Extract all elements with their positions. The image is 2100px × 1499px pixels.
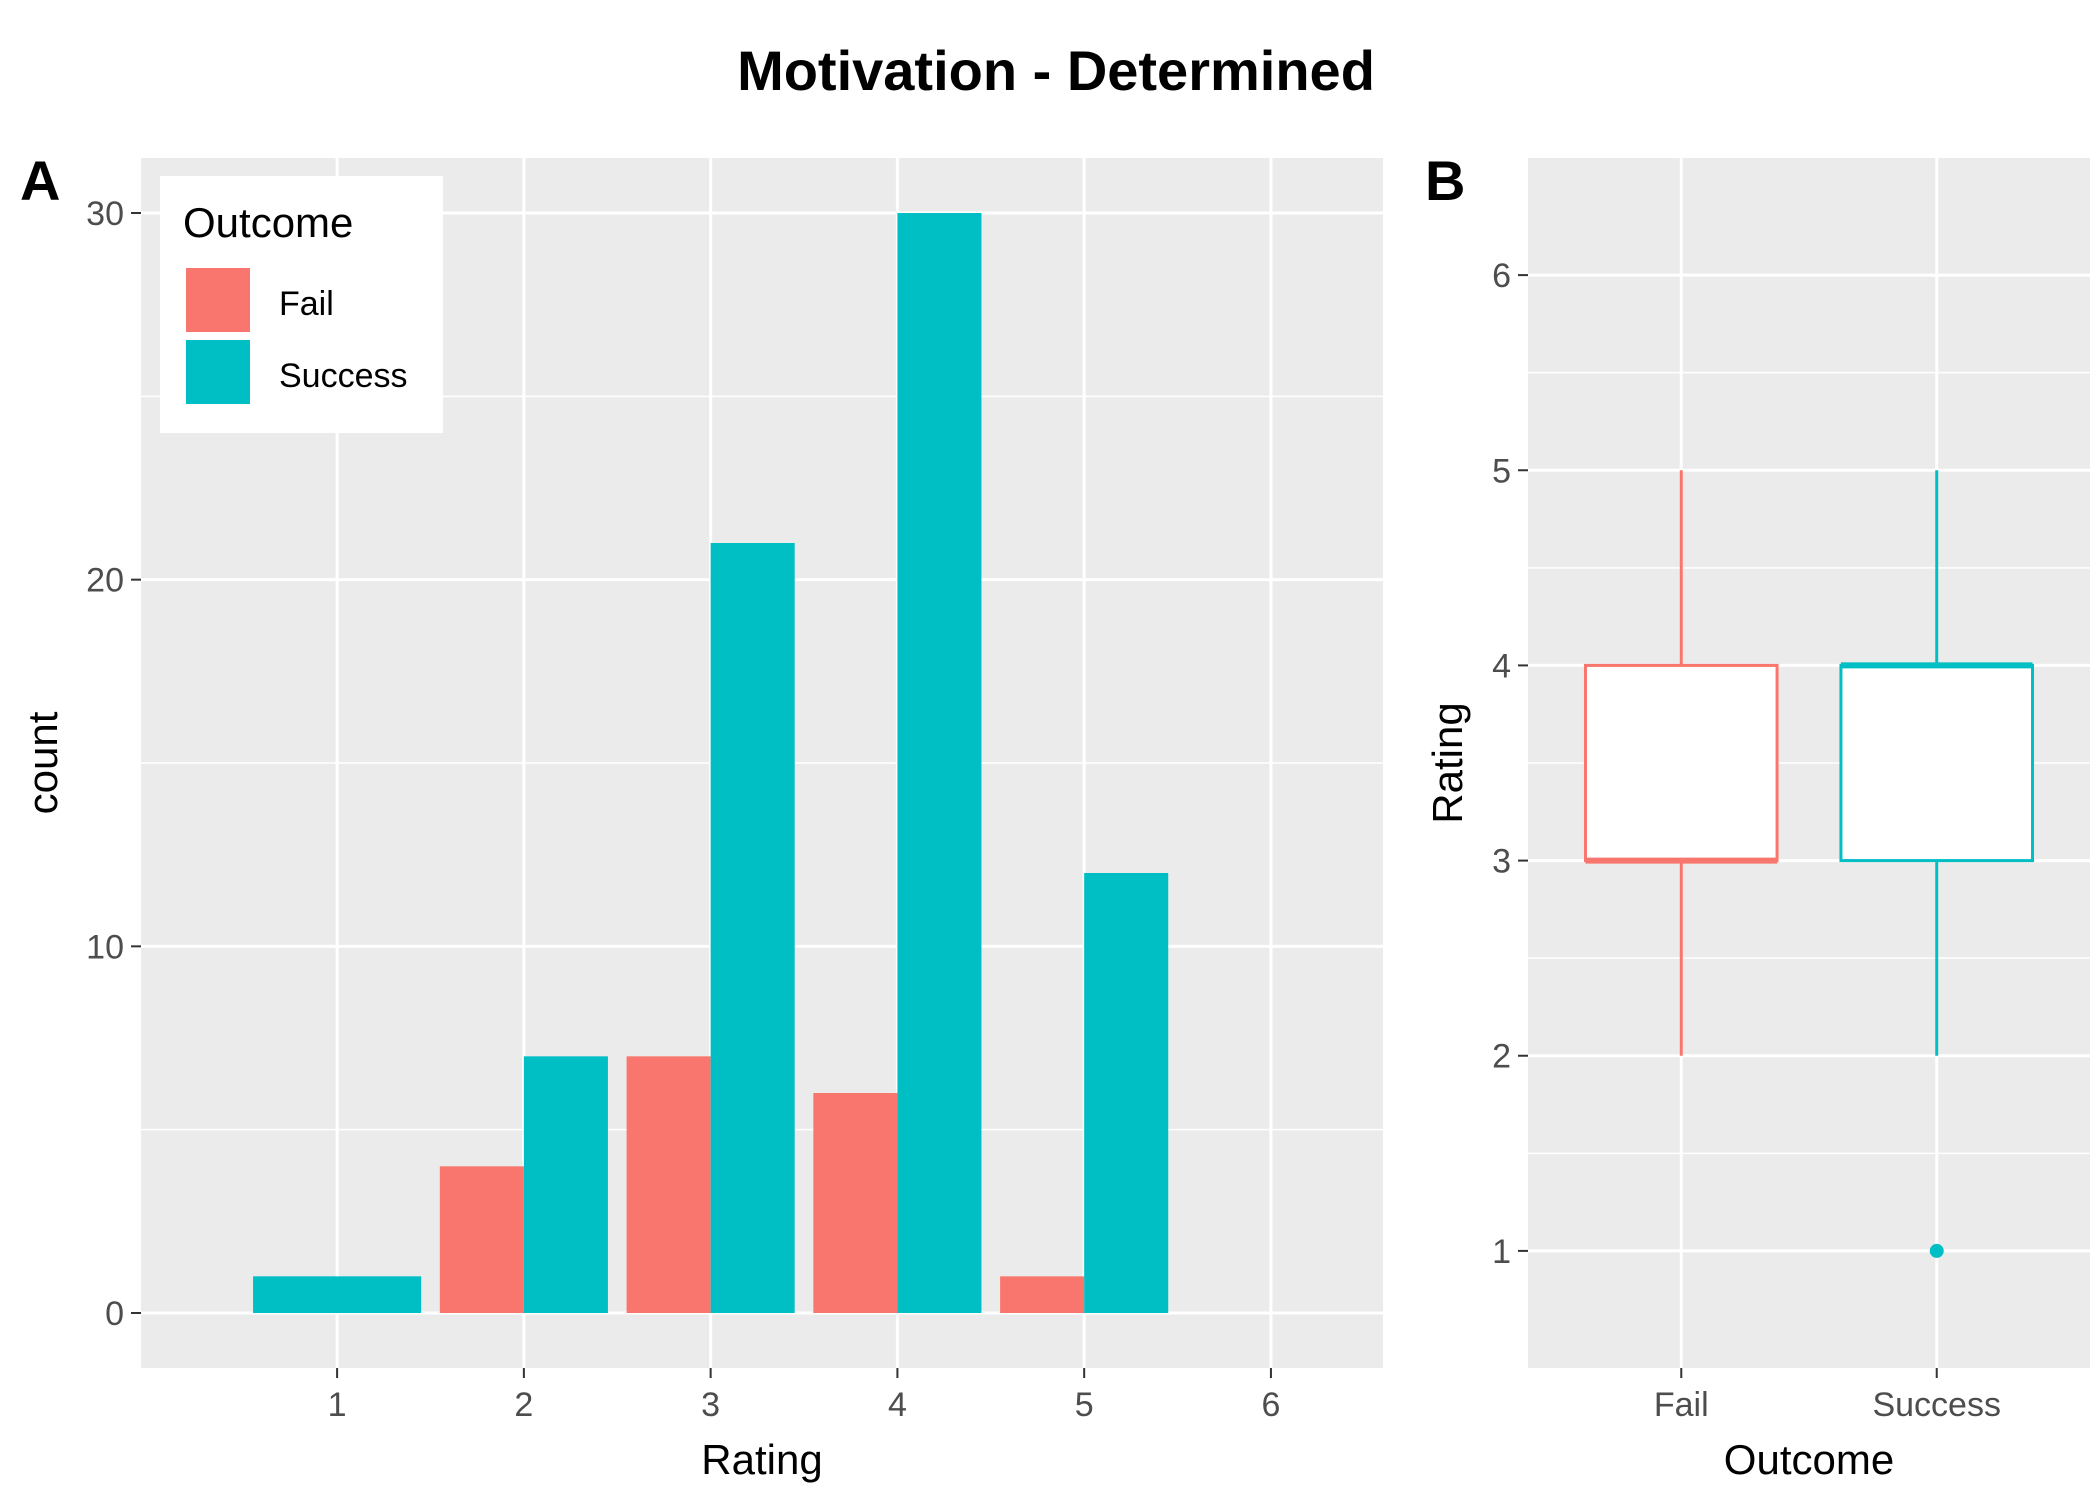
legend-key-success [186,340,250,404]
y-tick-label: 6 [1492,257,1511,295]
figure-title: Motivation - Determined [737,39,1375,102]
y-tick-label: 10 [86,928,124,966]
panel-b-boxes [1583,470,2035,1258]
x-tick-label: 3 [701,1386,720,1424]
x-tick-label: 2 [514,1386,533,1424]
y-tick-label: 30 [86,195,124,233]
panel-b-x-axis: Fail Success [1654,1368,2001,1424]
panel-a-y-axis-label: count [19,711,66,814]
legend-label-success: Success [279,357,408,395]
panel-a-bar-chart: A 1 2 3 4 5 6 0 10 20 30 Rating count Outcome Fa… [19,149,1383,1483]
panel-a-bars [253,213,1169,1313]
panel-b-y-axis: 1 2 3 4 5 6 [1492,257,1528,1271]
legend-key-fail [186,268,250,332]
panel-b-y-axis-label: Rating [1424,702,1471,823]
x-tick-label: 6 [1261,1386,1280,1424]
legend-label-fail: Fail [279,285,334,323]
legend: Outcome Fail Success [160,176,443,433]
y-tick-label: 2 [1492,1038,1511,1076]
y-tick-label: 20 [86,562,124,600]
bar-fail-rating-3 [626,1056,711,1313]
y-tick-label: 1 [1492,1233,1511,1271]
panel-a-y-axis: 0 10 20 30 [86,195,141,1333]
panel-b-x-axis-label: Outcome [1724,1436,1894,1483]
x-tick-label: Success [1872,1386,2001,1424]
legend-title: Outcome [183,199,353,246]
bar-success-rating-2 [523,1056,608,1313]
box-fail [1583,663,1779,863]
y-tick-label: 0 [105,1295,124,1333]
box-success [1839,663,2035,863]
bar-success-rating-3 [710,543,795,1313]
panel-a-x-axis-label: Rating [701,1436,822,1483]
outlier-point-success [1929,1243,1944,1258]
bar-fail-rating-4 [813,1093,898,1313]
panel-a-x-axis: 1 2 3 4 5 6 [328,1368,1280,1424]
x-tick-label: Fail [1654,1386,1709,1424]
panel-b-tag: B [1425,149,1465,212]
bar-success-rating-5 [1084,873,1169,1313]
y-tick-label: 3 [1492,843,1511,881]
x-tick-label: 4 [888,1386,907,1424]
bar-fail-rating-2 [439,1166,524,1313]
bar-success-rating-4 [897,213,982,1313]
panel-b-box-plot: B Fail Success 1 2 3 4 5 6 Outcome Rating [1424,149,2090,1483]
x-tick-label: 1 [328,1386,347,1424]
bar-fail-rating-5 [1000,1276,1085,1313]
bar-success-rating-1 [253,1276,422,1313]
y-tick-label: 5 [1492,452,1511,490]
y-tick-label: 4 [1492,647,1511,685]
panel-a-tag: A [20,149,60,212]
x-tick-label: 5 [1075,1386,1094,1424]
